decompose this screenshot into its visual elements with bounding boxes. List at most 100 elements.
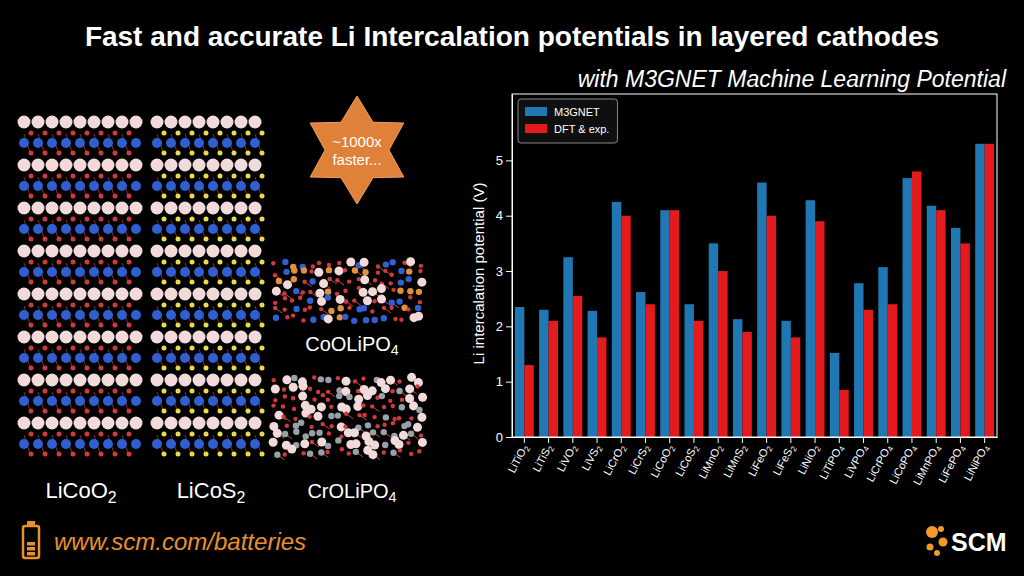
atom [361,403,365,407]
atom [302,280,306,284]
structure-label: CoOLiPO4 [305,333,399,358]
subtitle: with M3GNET Machine Learning Potential [578,66,1007,92]
atom [29,432,34,437]
atom [218,151,223,156]
text-run: 2 [643,445,653,453]
atom [43,194,48,199]
y-tick-mark [506,160,512,161]
atom [176,303,181,308]
text-run: LiCoO [45,478,107,503]
atom [194,181,204,191]
atom [218,237,223,242]
atom [33,138,43,148]
atom [43,217,48,222]
atom [221,331,234,344]
atom [310,316,316,322]
atom [282,375,291,384]
atom [250,181,260,191]
x-tick-label: LiFeO2 [746,442,775,479]
atom [359,288,368,297]
atom [417,449,421,453]
atom [232,174,237,179]
x-tick-mark [984,437,985,443]
atom [127,237,132,242]
atom [326,267,332,273]
atom [388,299,394,305]
atom [29,366,34,371]
atom [29,237,34,242]
text-run: CoOLiPO [305,333,391,355]
atom [418,269,422,273]
atom [301,318,305,322]
x-tick: LiVS2 [579,437,605,473]
atom [406,257,415,266]
atom [151,159,164,172]
atom [204,217,209,222]
atom [99,151,104,156]
atom [309,425,313,429]
atom [208,396,218,406]
atom [360,275,369,284]
logo-dot [926,526,938,538]
bar [694,321,703,437]
text-run: 2 [571,445,581,453]
atom [368,450,377,459]
atom [408,295,412,299]
atom [337,261,341,265]
atom [235,245,248,258]
atom [130,417,143,430]
atom [260,131,265,136]
atom [151,116,164,129]
atom [377,295,386,304]
atom [397,416,401,420]
atom [409,452,413,456]
atom [99,323,104,328]
atom [317,261,321,265]
atom [250,353,260,363]
text-run: 2 [595,445,605,453]
atom [29,194,34,199]
atom [204,452,209,457]
atom [162,303,167,308]
atom [99,260,104,265]
atom [344,412,348,416]
atom [232,346,237,351]
atom [190,346,195,351]
atom [388,399,392,403]
atom [60,331,73,344]
atom [370,429,376,435]
atom [71,217,76,222]
atom [232,151,237,156]
atom [208,353,218,363]
atom [303,308,307,312]
atom [47,267,57,277]
atom [71,409,76,414]
atom [57,366,62,371]
atom [204,323,209,328]
atom [151,202,164,215]
atom [308,290,312,294]
atom [61,138,71,148]
atom [260,217,265,222]
atom [88,159,101,172]
bar [549,321,558,437]
atom [363,317,369,323]
atom [344,299,348,303]
canvas: Fast and accurate Li Intercalation poten… [0,0,1024,576]
atom [273,301,277,305]
atom [46,288,59,301]
x-tick-label: LiFeS2 [770,442,798,478]
atom [61,181,71,191]
atom [207,288,220,301]
text-run: 2 [740,445,750,453]
atom [61,353,71,363]
atom [232,409,237,414]
atom [19,181,29,191]
atom [293,417,297,421]
atom [383,414,389,420]
atom [314,268,323,277]
atom [103,181,113,191]
atom [60,288,73,301]
atom [152,181,162,191]
atom [47,439,57,449]
